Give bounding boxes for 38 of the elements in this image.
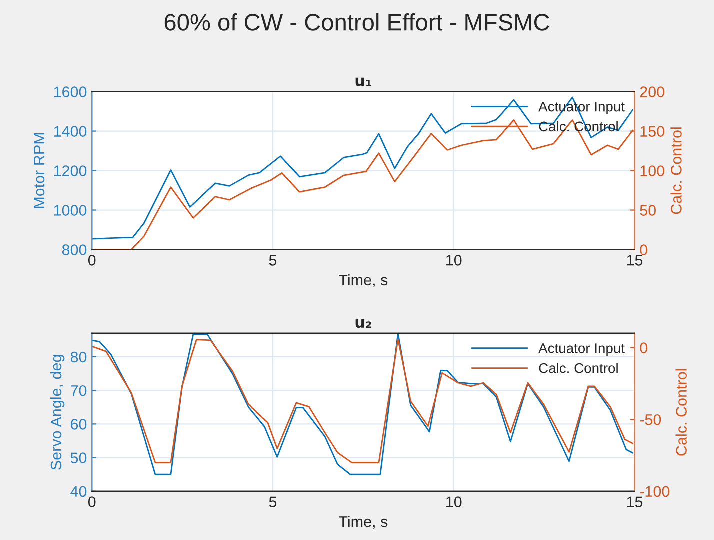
- y-tick-label: 1600: [54, 86, 87, 98]
- y-tick-label: 1000: [54, 205, 87, 216]
- y2-axis-title: Calc. Control: [670, 128, 682, 214]
- y-tick-label: 50: [70, 452, 87, 464]
- x-tick-label: 15: [627, 496, 643, 508]
- y2-tick-label: 200: [640, 86, 664, 98]
- x-tick-label: 5: [269, 496, 277, 508]
- x-tick-label: 5: [269, 255, 277, 266]
- y-tick-label: 60: [71, 419, 87, 430]
- x-axis-title: Time, s: [339, 274, 388, 288]
- x-tick-label: 15: [627, 255, 643, 266]
- y-tick-label: 70: [71, 385, 87, 396]
- y-axis-title: Servo Angle, deg: [50, 355, 65, 470]
- y2-tick-label: -100: [640, 486, 670, 498]
- legend-label: Calc. Control: [539, 363, 618, 374]
- y2-tick-label: 0: [640, 244, 648, 256]
- y-tick-label: 800: [62, 244, 87, 256]
- y-tick-label: 1400: [54, 126, 87, 137]
- y2-axis-title: Calc. Control: [676, 369, 687, 456]
- x-tick-label: 10: [446, 255, 462, 266]
- y2-tick-label: 150: [640, 126, 664, 137]
- legend-label: Actuator Input: [538, 344, 625, 356]
- y2-tick-label: -50: [640, 414, 662, 426]
- x-tick-label: 0: [88, 496, 96, 508]
- y-tick-label: 80: [70, 352, 87, 363]
- y2-tick-label: 0: [640, 342, 648, 354]
- y-tick-label: 1200: [54, 166, 87, 176]
- chart-subtitle: u₁: [356, 78, 372, 86]
- x-tick-label: 10: [446, 496, 462, 508]
- y2-tick-label: 50: [640, 205, 656, 216]
- x-tick-label: 0: [88, 255, 96, 266]
- chart-title: 60% of CW - Control Effort - MFSMC: [164, 14, 550, 31]
- y-axis-title: Motor RPM: [34, 133, 45, 208]
- x-axis-title: Time, s: [339, 516, 388, 530]
- line-series: [92, 96, 634, 240]
- chart-subtitle: u₂: [356, 320, 372, 328]
- y-tick-label: 40: [70, 486, 87, 498]
- y2-tick-label: 100: [640, 166, 664, 176]
